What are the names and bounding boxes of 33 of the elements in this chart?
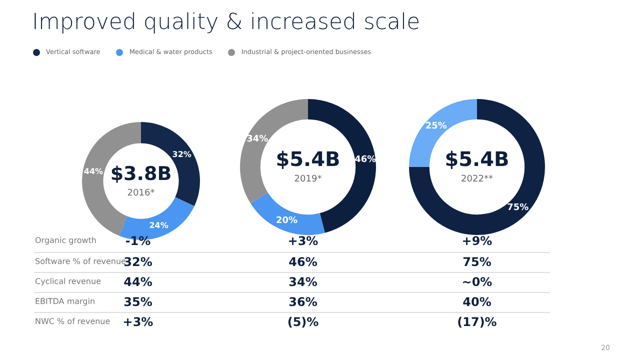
data-label: 24% xyxy=(149,221,168,230)
category-label: Software % of revenue xyxy=(35,257,126,266)
category-label: EBITDA margin xyxy=(35,297,96,306)
text: 2022** xyxy=(461,174,494,184)
text: $5.4B xyxy=(276,147,340,172)
data-label: 32% xyxy=(172,150,192,160)
text: 40% xyxy=(462,295,492,309)
text: 46% xyxy=(288,255,318,269)
category-label: NWC % of revenue xyxy=(35,317,110,326)
data-label: 25% xyxy=(425,121,447,132)
category-label: Cyclical revenue xyxy=(35,277,101,286)
text: 44% xyxy=(124,275,152,289)
text: +3% xyxy=(288,234,318,248)
text: 2016* xyxy=(127,188,156,198)
text: ~0% xyxy=(462,275,492,289)
data-label: 44% xyxy=(84,167,104,176)
category-label: Organic growth xyxy=(35,236,96,245)
text: 2019* xyxy=(294,174,322,184)
text: +3% xyxy=(122,315,154,329)
text: 75% xyxy=(462,255,492,269)
data-label: 75% xyxy=(507,203,529,214)
data-label: 34% xyxy=(246,134,268,144)
text: 36% xyxy=(288,295,318,309)
chart-title: Improved quality & increased scale xyxy=(32,10,420,35)
text: +9% xyxy=(462,234,492,248)
data-label: 20% xyxy=(276,216,298,226)
text: 32% xyxy=(124,255,152,269)
text: (5)% xyxy=(287,315,319,329)
text: 35% xyxy=(124,295,152,309)
text: $3.8B xyxy=(110,162,172,185)
text: (17)% xyxy=(457,315,497,329)
text: 34% xyxy=(288,275,318,289)
text: $5.4B xyxy=(444,147,510,172)
